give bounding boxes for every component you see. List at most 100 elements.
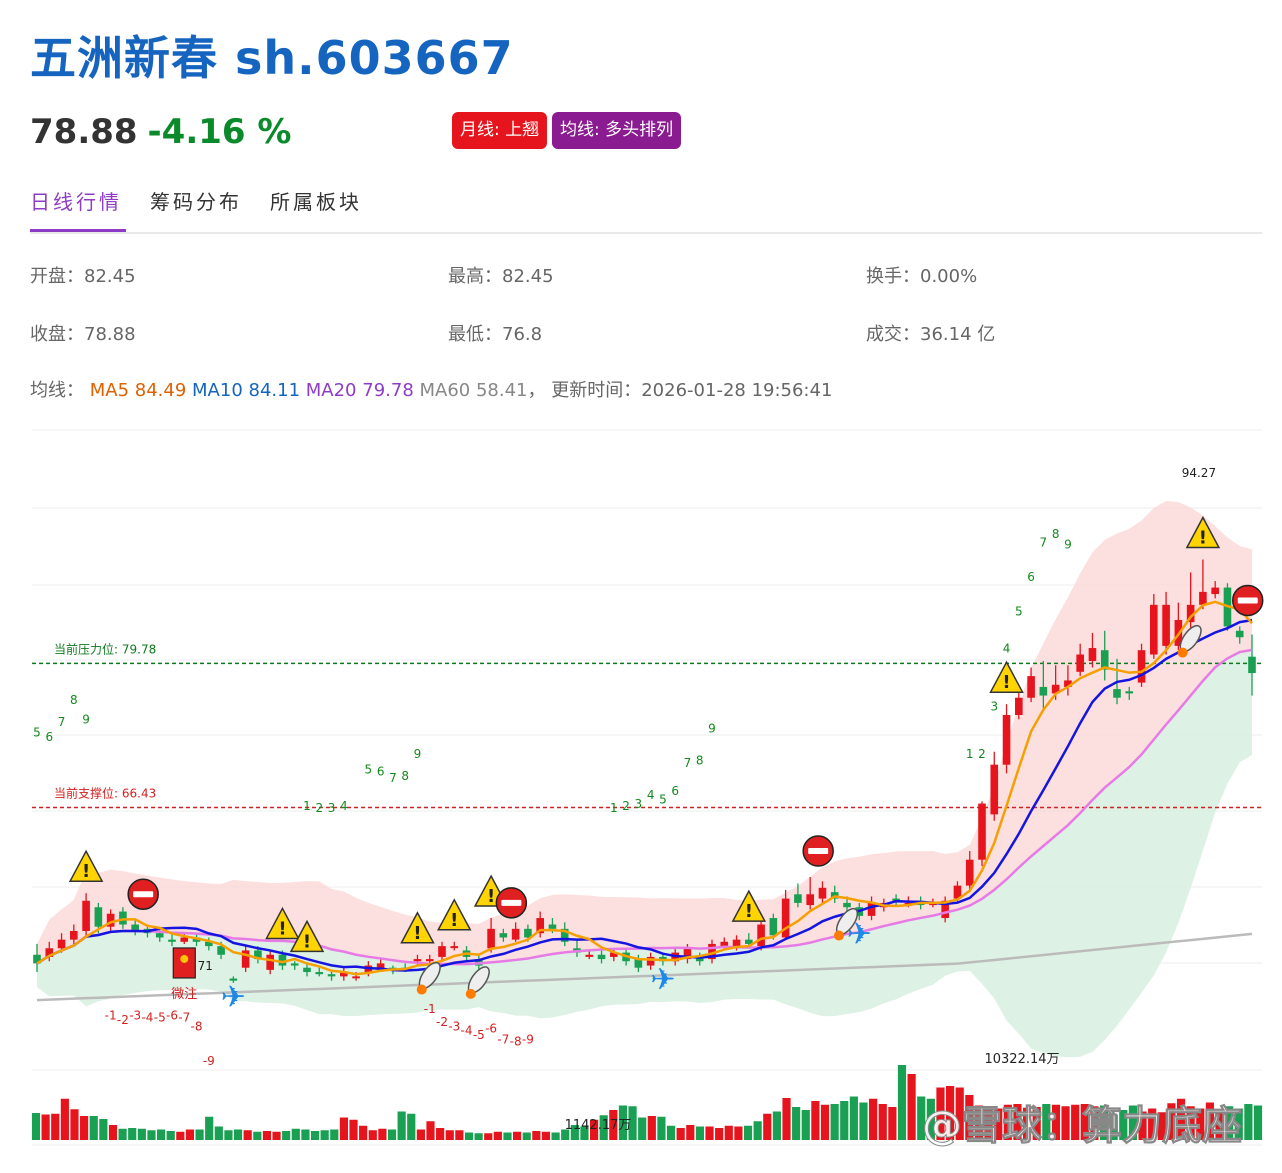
tab-daily[interactable]: 日线行情 <box>30 190 122 214</box>
price-change: -4.16 % <box>147 112 292 152</box>
candle-body <box>843 902 851 908</box>
nine-turn-up-label: 1 <box>303 799 311 813</box>
candle-body <box>487 928 495 949</box>
candle-body <box>511 928 520 940</box>
volume-bar <box>493 1131 502 1140</box>
volume-bar <box>580 1126 589 1140</box>
volume-bar <box>1080 1104 1089 1140</box>
candle-body <box>695 956 704 962</box>
stock-code: sh.603667 <box>235 31 514 85</box>
volume-bar <box>80 1116 89 1140</box>
stat-low-value: 76.8 <box>502 324 543 345</box>
nine-turn-up-label: 9 <box>82 713 90 727</box>
candle-body <box>732 939 741 947</box>
warning-icon-glyph: ! <box>1002 672 1010 693</box>
tab-sectors[interactable]: 所属板块 <box>270 190 362 214</box>
candle-body <box>376 963 385 970</box>
volume-bar <box>666 1125 676 1140</box>
candle-body <box>1125 691 1134 694</box>
volume-bar <box>849 1096 858 1140</box>
ma60-line <box>36 932 1253 1002</box>
nine-turn-up-label: 5 <box>33 726 41 740</box>
volume-bar <box>1205 1102 1214 1140</box>
volume-bar <box>955 1087 964 1140</box>
candle-body <box>229 978 238 981</box>
nine-turn-down-label: -1 <box>424 1002 436 1016</box>
candle-body <box>708 943 716 960</box>
tab-chips[interactable]: 筹码分布 <box>150 190 242 214</box>
volume-bar <box>878 1104 887 1140</box>
volume-bar <box>628 1106 637 1140</box>
volume-bar <box>416 1129 425 1140</box>
candle-body <box>610 952 618 957</box>
volume-bar <box>176 1131 185 1140</box>
candle-body <box>1002 715 1011 765</box>
nine-turn-up-label: 6 <box>1027 570 1035 584</box>
upper-band <box>37 500 1252 965</box>
stat-high-label: 最高： <box>448 266 502 287</box>
ma10-line <box>36 618 1253 972</box>
nine-turn-up-label: 1 <box>966 747 974 761</box>
volume-bar <box>378 1128 387 1140</box>
ma-label: 均线： <box>30 380 84 401</box>
volume-bar <box>51 1113 60 1140</box>
volume-bar <box>137 1128 146 1140</box>
stop-icon-bar <box>133 891 154 898</box>
nine-turn-down-label: -1 <box>105 1009 117 1023</box>
candle-body <box>119 911 127 925</box>
ma-summary: 均线： MA5 84.49 MA10 84.11 MA20 79.78 MA60… <box>30 376 832 402</box>
nine-turn-up-label: 4 <box>1003 641 1011 655</box>
volume-bar <box>436 1128 445 1140</box>
volume-bar <box>282 1131 291 1140</box>
nine-turn-down-label: -8 <box>191 1019 203 1033</box>
volume-bar <box>715 1128 724 1140</box>
warning-icon-glyph: ! <box>450 910 458 931</box>
candle-body <box>290 963 299 966</box>
candle-body <box>180 937 189 942</box>
volume-bar <box>108 1125 118 1140</box>
nine-turn-up-label: 2 <box>315 801 323 815</box>
candle-body <box>560 928 569 942</box>
candle-body <box>340 972 348 977</box>
nine-turn-up-label: 6 <box>671 784 679 798</box>
volume-bar <box>70 1109 79 1140</box>
candle-body <box>1235 630 1244 638</box>
volume-bar <box>1253 1105 1263 1140</box>
update-time: 2026-01-28 19:56:41 <box>641 380 833 401</box>
kline-chart-area[interactable]: 当前压力位: 79.78 当前支撑位: 66.43 5 6 7 8 9 1 2 3 4 5 6 7 8 9 1 2… <box>0 425 1282 1169</box>
volume-bar <box>1042 1104 1051 1140</box>
warning-icon-glyph: ! <box>303 931 311 952</box>
volume-min-label: 1142.17万 <box>565 1118 632 1133</box>
volume-bar <box>233 1129 243 1140</box>
volume-bar <box>205 1116 214 1140</box>
resistance-label: 当前压力位: 79.78 <box>54 641 156 656</box>
stock-title: 五洲新春 sh.603667 <box>30 22 514 88</box>
volume-bar <box>1128 1105 1138 1140</box>
tab-underline <box>30 229 126 232</box>
candle-body <box>352 976 360 979</box>
volume-bar <box>1003 1104 1012 1140</box>
volume-bar <box>387 1129 397 1140</box>
volume-bar <box>936 1087 945 1140</box>
volume-bar <box>551 1132 560 1140</box>
volume-bar <box>1061 1106 1070 1140</box>
volume-bar <box>541 1131 551 1140</box>
candle-body <box>315 972 324 975</box>
volume-bar <box>407 1113 416 1140</box>
candle-body <box>499 933 508 938</box>
candle-body <box>1248 656 1256 674</box>
nine-turn-up-label: 9 <box>708 721 716 735</box>
rocket-flame <box>465 988 476 999</box>
candle-body <box>1150 604 1158 655</box>
rocket-flame <box>834 930 844 941</box>
nine-turn-up-label: 6 <box>45 730 53 744</box>
candle-body <box>1039 686 1048 696</box>
nine-turn-up-label: 5 <box>659 793 667 807</box>
stat-low: 最低：76.8 <box>448 320 542 346</box>
candle-body <box>1137 650 1146 683</box>
volume-bar <box>1234 1108 1243 1140</box>
nine-turn-down-label: -4 <box>141 1011 153 1025</box>
volume-bar <box>195 1129 204 1140</box>
volume-bar <box>1138 1111 1147 1140</box>
